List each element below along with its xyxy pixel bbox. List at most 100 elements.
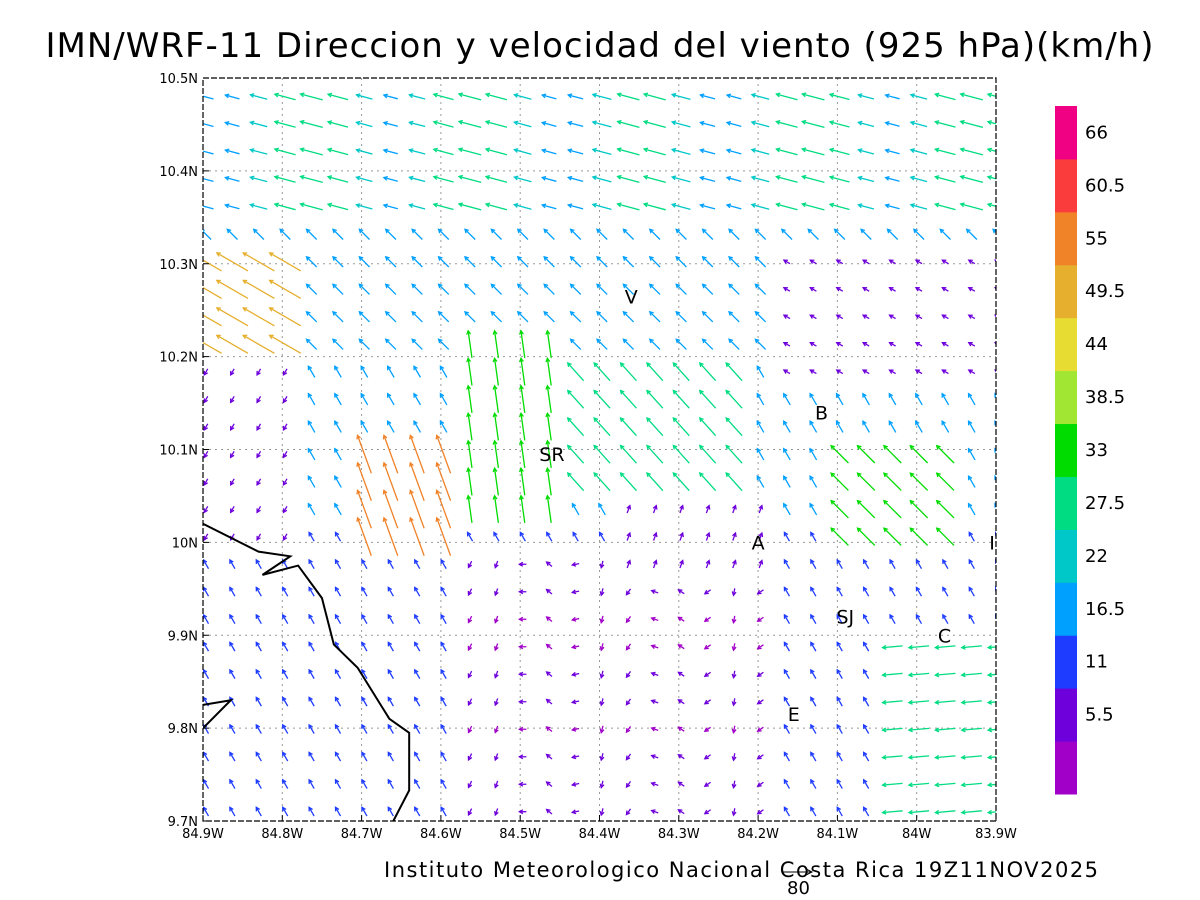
wind-vector — [356, 489, 372, 529]
wind-vector — [727, 67, 741, 72]
wind-vector — [933, 92, 956, 101]
wind-vector — [756, 392, 765, 406]
wind-vector — [440, 806, 447, 817]
wind-vector — [731, 753, 737, 762]
wind-vector — [566, 93, 584, 100]
reference-vector-label: 80 — [787, 878, 810, 899]
wind-vector — [543, 310, 555, 323]
legend-label: 55 — [1085, 228, 1108, 249]
wind-vector — [731, 670, 737, 680]
wind-vector — [701, 255, 714, 268]
wind-vector — [203, 778, 210, 789]
wind-vector — [215, 279, 249, 299]
legend-label: 33 — [1085, 440, 1108, 461]
wind-vector — [699, 120, 716, 128]
wind-vector — [570, 671, 580, 677]
wind-vector — [934, 699, 956, 705]
wind-vector — [457, 174, 482, 184]
wind-vector — [599, 698, 605, 707]
wind-vector — [384, 255, 397, 268]
wind-vector — [492, 466, 500, 496]
wind-vector — [203, 177, 214, 183]
wind-vector — [513, 203, 532, 210]
wind-vector — [616, 119, 640, 128]
wind-vector — [986, 202, 996, 208]
wind-vector — [466, 411, 473, 441]
wind-vector — [703, 726, 711, 732]
wind-vector — [835, 392, 844, 406]
wind-vector — [593, 471, 611, 492]
wind-vector — [516, 283, 529, 295]
wind-vector — [229, 806, 236, 817]
wind-vector — [464, 283, 476, 295]
wind-vector — [934, 672, 956, 678]
wind-vector — [409, 66, 425, 71]
wind-vector — [619, 471, 637, 492]
wind-vector — [440, 668, 447, 679]
wind-vector — [835, 420, 844, 433]
wind-vector — [915, 586, 923, 597]
wind-vector — [967, 475, 976, 488]
wind-vector — [933, 175, 956, 183]
x-tick-label: 84.2W — [737, 827, 779, 842]
wind-vector — [409, 489, 425, 529]
wind-vector — [466, 494, 473, 523]
wind-vector — [255, 778, 262, 789]
place-label: B — [815, 402, 828, 424]
wind-vector — [466, 329, 473, 359]
wind-vector — [571, 502, 580, 516]
y-tick-label: 10.3N — [159, 258, 198, 273]
wind-vector — [229, 505, 235, 514]
wind-vector — [355, 120, 373, 128]
wind-vector — [862, 641, 870, 652]
wind-vector — [783, 751, 791, 762]
wind-vector — [860, 228, 872, 240]
wind-vector — [569, 255, 582, 268]
wind-vector — [836, 806, 843, 817]
wind-vector — [282, 778, 289, 789]
wind-vector — [648, 283, 661, 295]
wind-vector — [361, 558, 368, 569]
wind-vector — [546, 531, 553, 542]
wind-vector — [782, 314, 791, 320]
wind-vector — [810, 613, 817, 624]
wind-vector — [698, 389, 717, 409]
wind-vector — [732, 559, 737, 569]
wind-vector — [856, 499, 876, 519]
wind-vector — [884, 93, 900, 100]
wind-vector — [677, 616, 685, 622]
wind-vector — [411, 255, 423, 268]
wind-vector — [437, 228, 450, 240]
wind-vector — [675, 283, 687, 295]
legend-label: 22 — [1085, 546, 1108, 567]
wind-vector — [282, 751, 289, 762]
wind-vector — [387, 723, 394, 734]
wind-vector — [203, 806, 210, 817]
wind-vector — [387, 613, 394, 624]
wind-vector — [334, 558, 342, 569]
wind-vector — [307, 392, 316, 406]
wind-vector — [361, 696, 368, 707]
wind-vector — [881, 809, 903, 815]
wind-vector — [384, 283, 397, 295]
wind-vector — [229, 778, 236, 789]
wind-vector — [703, 616, 711, 622]
wind-vector — [255, 723, 262, 734]
wind-vector — [255, 696, 262, 707]
wind-vector — [545, 561, 553, 568]
wind-vector — [698, 362, 717, 382]
wind-vector — [670, 175, 691, 183]
wind-vector — [677, 726, 685, 732]
wind-vector — [256, 423, 262, 432]
wind-vector — [599, 643, 605, 652]
wind-vector — [941, 420, 950, 433]
wind-vector — [783, 502, 791, 516]
wind-vector — [858, 66, 873, 71]
place-label: SR — [539, 444, 564, 466]
wind-vector — [783, 531, 791, 542]
wind-vector — [570, 781, 580, 787]
wind-vector — [356, 434, 372, 474]
wind-vector — [941, 369, 949, 375]
wind-vector — [513, 120, 532, 128]
wind-vector — [599, 753, 605, 762]
